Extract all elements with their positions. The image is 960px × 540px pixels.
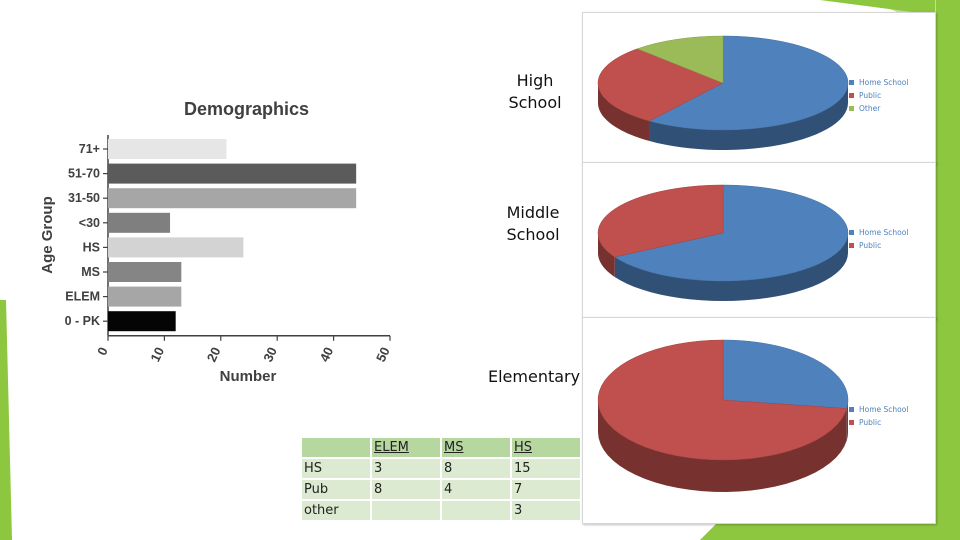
chart-title: Demographics [184, 99, 309, 119]
x-tick-label: 0 [94, 345, 111, 358]
table-row-label: HS [302, 459, 370, 478]
legend-label: Public [859, 418, 882, 427]
pie-slice-public [597, 48, 724, 122]
high-school-pie-panel: Home School Public Other [582, 12, 936, 164]
table-header-hs: HS [512, 438, 580, 457]
table-corner-cell [302, 438, 370, 457]
legend-entry: Public [849, 89, 908, 102]
legend-swatch [849, 407, 854, 412]
table-header-elem: ELEM [372, 438, 440, 457]
x-tick-label: 50 [373, 345, 393, 364]
y-tick-label: 51-70 [68, 167, 100, 181]
bar-2 [108, 188, 357, 209]
legend-swatch [849, 230, 854, 235]
legend-swatch [849, 80, 854, 85]
table-row-label: Pub [302, 480, 370, 499]
table-cell: 7 [512, 480, 580, 499]
middle-school-legend: Home School Public [849, 226, 908, 252]
legend-swatch [849, 420, 854, 425]
pie-side-home-school [649, 83, 848, 150]
pie-slice-home-school [722, 339, 849, 409]
legend-entry: Public [849, 416, 908, 429]
top-right-green-accent [820, 0, 935, 15]
demographics-bar-chart: Demographics 71+ 51-70 31-50 <30 HS MS ELEM 0 - … [39, 99, 393, 385]
table-header-ms: MS [442, 438, 510, 457]
table-header-row: ELEM MS HS [302, 438, 580, 457]
table-cell [442, 501, 510, 520]
table-cell [372, 501, 440, 520]
bar-4 [108, 237, 244, 258]
table-cell: 3 [372, 459, 440, 478]
right-edge-green-strip [936, 0, 960, 540]
y-tick-label: 71+ [79, 142, 100, 156]
counts-table: ELEM MS HS HS 3 8 15 Pub 8 4 7 other 3 [300, 436, 582, 522]
pie-side-home-school [846, 400, 848, 441]
table-row: Pub 8 4 7 [302, 480, 580, 499]
legend-swatch [849, 243, 854, 248]
pie-slice-home-school [648, 35, 849, 131]
table-cell: 15 [512, 459, 580, 478]
legend-swatch [849, 93, 854, 98]
caption-middle-school-line1: Middle [506, 203, 560, 222]
middle-school-pie-panel: Home School Public [582, 162, 936, 319]
x-axis-label: Number [220, 368, 277, 385]
legend-entry: Home School [849, 403, 908, 416]
pie-slice-public [597, 339, 848, 461]
high-school-pie-chart [597, 35, 849, 150]
bar-1 [108, 163, 357, 184]
legend-entry: Other [849, 102, 908, 115]
elementary-pie-chart [597, 339, 849, 492]
legend-label: Home School [859, 78, 909, 87]
pie-side-public [598, 233, 615, 277]
y-tick-label: HS [83, 240, 100, 254]
y-axis-label: Age Group [39, 196, 56, 274]
legend-label: Other [859, 104, 881, 113]
left-green-sliver [0, 300, 12, 540]
legend-label: Public [859, 91, 882, 100]
y-tick-label: 31-50 [68, 191, 100, 205]
pie-side-home-school [614, 233, 848, 301]
caption-middle-school-line2: School [506, 225, 560, 244]
legend-entry: Public [849, 239, 908, 252]
x-tick-label: 30 [260, 345, 280, 364]
table-cell: 8 [442, 459, 510, 478]
legend-label: Public [859, 241, 882, 250]
caption-high-school-line1: High [516, 71, 554, 90]
table-row: HS 3 8 15 [302, 459, 580, 478]
x-tick-label: 40 [317, 345, 337, 364]
legend-label: Home School [859, 405, 909, 414]
legend-entry: Home School [849, 76, 908, 89]
table-row: other 3 [302, 501, 580, 520]
table-cell: 3 [512, 501, 580, 520]
legend-swatch [849, 106, 854, 111]
y-tick-label: ELEM [65, 290, 100, 304]
legend-label: Home School [859, 228, 909, 237]
pie-side-public [598, 83, 650, 142]
bar-0 [108, 139, 227, 159]
bar-6 [108, 286, 182, 307]
legend-entry: Home School [849, 226, 908, 239]
pie-slice-public [597, 184, 724, 258]
caption-high-school-line2: School [508, 93, 562, 112]
table-cell: 4 [442, 480, 510, 499]
pie-slice-other [636, 35, 724, 84]
bar-5 [108, 262, 182, 282]
x-tick-label: 20 [204, 345, 224, 364]
table-cell: 8 [372, 480, 440, 499]
y-tick-label: <30 [79, 216, 100, 230]
pie-slice-home-school [614, 184, 849, 282]
pie-side-public [598, 400, 847, 492]
caption-elementary: Elementary [488, 367, 581, 386]
y-tick-label: MS [81, 265, 100, 279]
high-school-legend: Home School Public Other [849, 76, 908, 115]
y-tick-label: 0 - PK [65, 314, 100, 328]
bar-3 [108, 212, 171, 233]
middle-school-pie-chart [597, 184, 849, 301]
elementary-pie-panel: Home School Public [582, 317, 936, 524]
bar-7 [108, 311, 176, 332]
x-tick-label: 10 [147, 345, 167, 364]
elementary-legend: Home School Public [849, 403, 908, 429]
table-row-label: other [302, 501, 370, 520]
